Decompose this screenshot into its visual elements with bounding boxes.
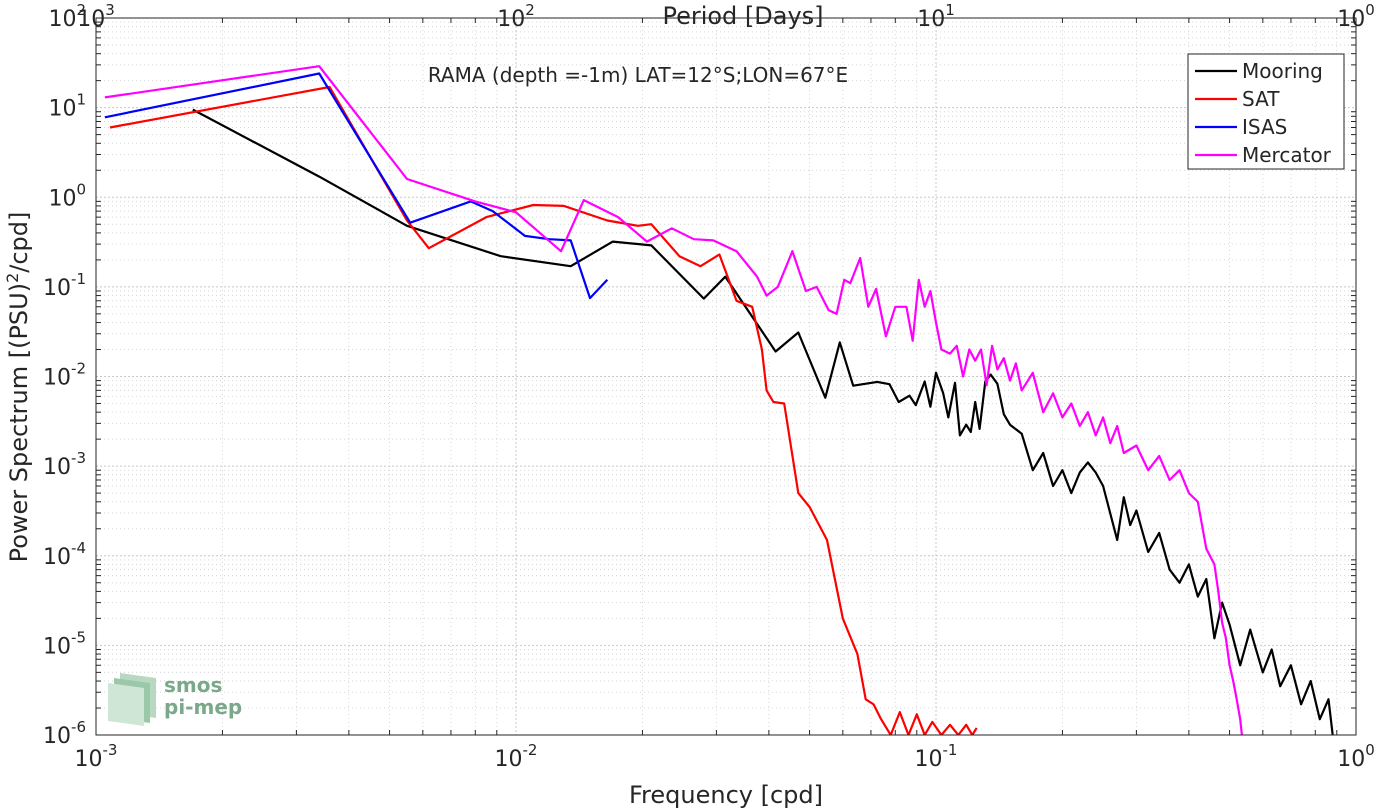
y-axis-label-tail: /cpd] [5, 212, 33, 273]
series-line-mooring [192, 108, 1334, 735]
y-tick-label: 10-1 [43, 270, 86, 301]
legend-label-mooring: Mooring [1242, 59, 1323, 83]
series-layer [104, 65, 1334, 735]
logo-text-smos: smos [164, 673, 222, 697]
minor-ticks [96, 18, 1356, 735]
y-axis-label: Power Spectrum [(PSU)2/cpd] [3, 212, 34, 563]
x-tick-label: 10-2 [495, 741, 538, 772]
legend-box [1187, 53, 1345, 170]
series-line-isas [104, 72, 609, 300]
x-axis-label: Frequency [cpd] [629, 781, 823, 809]
y-tick-label: 10-4 [43, 539, 86, 570]
y-tick-label: 101 [48, 91, 86, 122]
legend: Mooring SAT ISAS Mercator [1187, 53, 1345, 170]
x-tick-labels: 10-3 10-2 10-1 100 [75, 741, 1375, 772]
x-tick-label: 10-1 [915, 741, 958, 772]
legend-label-mercator: Mercator [1242, 143, 1332, 167]
y-tick-label: 102 [48, 1, 86, 32]
svg-text:Power Spectrum [(PSU)2/cpd]: Power Spectrum [(PSU)2/cpd] [3, 212, 34, 563]
y-tick-label: 10-6 [43, 718, 86, 749]
y-tick-label: 10-2 [43, 360, 86, 391]
top-axis-label: Period [Days] [662, 2, 823, 30]
smos-pi-mep-logo: smos pi-mep [108, 673, 242, 726]
x-tick-label: 100 [1337, 741, 1375, 772]
top-tick-label: 101 [917, 1, 955, 32]
legend-label-sat: SAT [1242, 87, 1280, 111]
chart-title: RAMA (depth =-1m) LAT=12°S;LON=67°E [428, 63, 848, 87]
logo-text-pi-mep: pi-mep [164, 695, 242, 719]
top-tick-labels: 103 102 101 100 [77, 1, 1375, 32]
top-tick-label: 102 [497, 1, 535, 32]
y-tick-labels: 102 101 100 10-1 10-2 10-3 10-4 10-5 10-6 [43, 1, 86, 749]
plot-frame [95, 17, 1357, 736]
legend-label-isas: ISAS [1242, 115, 1287, 139]
y-tick-label: 10-5 [43, 628, 86, 659]
top-tick-label: 100 [1337, 1, 1375, 32]
series-line-mercator [104, 65, 1243, 735]
y-axis-label-sup: 2 [3, 273, 22, 283]
y-tick-label: 10-3 [43, 449, 86, 480]
top-tick-label: 103 [77, 1, 115, 32]
y-tick-label: 100 [48, 180, 86, 211]
x-tick-label: 10-3 [75, 741, 118, 772]
y-axis-label-main: Power Spectrum [(PSU) [5, 283, 33, 562]
